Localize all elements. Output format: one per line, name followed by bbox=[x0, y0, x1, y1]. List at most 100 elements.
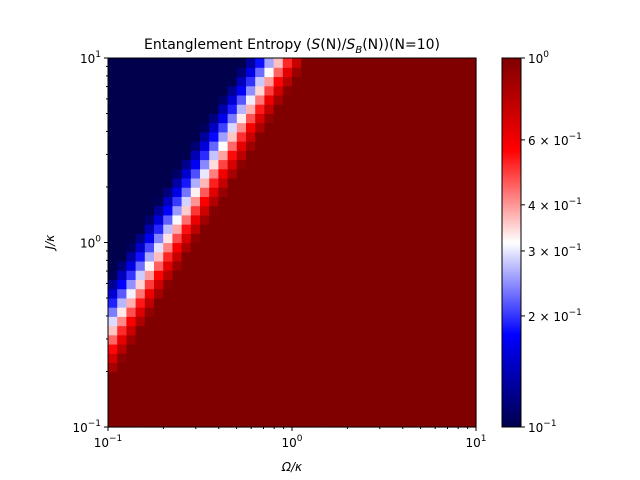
heatmap-cell bbox=[439, 362, 449, 373]
heatmap-cell bbox=[338, 334, 348, 345]
heatmap-cell bbox=[135, 408, 146, 419]
heatmap-cell bbox=[200, 113, 210, 124]
heatmap-cell bbox=[236, 122, 247, 133]
heatmap-cell bbox=[126, 325, 137, 336]
heatmap-cell bbox=[190, 242, 201, 253]
heatmap-cell bbox=[255, 343, 265, 354]
heatmap-cell bbox=[200, 177, 210, 188]
heatmap-cell bbox=[190, 224, 201, 234]
x-tick-label: 10−1 bbox=[94, 434, 123, 450]
heatmap-cell bbox=[163, 408, 173, 419]
heatmap-cell bbox=[255, 58, 265, 68]
heatmap-cell bbox=[190, 205, 201, 216]
heatmap-cell bbox=[282, 297, 293, 308]
heatmap-cell bbox=[246, 76, 256, 87]
heatmap-cell bbox=[402, 297, 413, 308]
heatmap-cell bbox=[255, 417, 265, 428]
heatmap-cell bbox=[117, 353, 127, 364]
heatmap-cell bbox=[246, 233, 256, 244]
heatmap-cell bbox=[200, 205, 210, 216]
heatmap-cell bbox=[402, 399, 413, 410]
heatmap-cell bbox=[200, 270, 210, 280]
heatmap-cell bbox=[163, 122, 173, 133]
heatmap-cell bbox=[108, 131, 118, 142]
heatmap-cell bbox=[126, 260, 137, 271]
heatmap-cell bbox=[319, 67, 330, 78]
heatmap-cell bbox=[301, 168, 311, 179]
heatmap-cell bbox=[126, 417, 137, 428]
heatmap-cell bbox=[108, 141, 118, 151]
heatmap-cell bbox=[411, 177, 422, 188]
heatmap-cell bbox=[126, 288, 137, 299]
heatmap-cell bbox=[439, 297, 449, 308]
heatmap-cell bbox=[135, 390, 146, 400]
heatmap-cell bbox=[246, 325, 256, 336]
heatmap-cell bbox=[430, 224, 440, 234]
heatmap-cell bbox=[126, 380, 137, 391]
heatmap-cell bbox=[209, 233, 219, 244]
heatmap-cell bbox=[328, 270, 339, 280]
heatmap-cell bbox=[393, 390, 403, 400]
heatmap-cell bbox=[190, 131, 201, 142]
heatmap-cell bbox=[384, 159, 394, 170]
heatmap-cell bbox=[163, 205, 173, 216]
heatmap-cell bbox=[411, 67, 422, 78]
heatmap-cell bbox=[310, 67, 321, 78]
heatmap-cell bbox=[172, 214, 183, 225]
heatmap-cell bbox=[356, 343, 367, 354]
heatmap-cell bbox=[108, 76, 118, 87]
colorbar-tick-label: 100 bbox=[528, 50, 549, 66]
heatmap-cell bbox=[328, 334, 339, 345]
heatmap-cell bbox=[356, 399, 367, 410]
heatmap-cell bbox=[338, 205, 348, 216]
heatmap-cell bbox=[190, 196, 201, 207]
heatmap-cell bbox=[301, 85, 311, 96]
heatmap-cell bbox=[292, 251, 302, 262]
heatmap-cell bbox=[319, 177, 330, 188]
heatmap-cell bbox=[411, 224, 422, 234]
heatmap-cell bbox=[319, 371, 330, 382]
heatmap-cell bbox=[273, 251, 284, 262]
heatmap-cell bbox=[365, 214, 376, 225]
heatmap-cell bbox=[292, 233, 302, 244]
heatmap-cell bbox=[301, 371, 311, 382]
heatmap-cell bbox=[365, 371, 376, 382]
heatmap-cell bbox=[310, 334, 321, 345]
heatmap-cell bbox=[273, 168, 284, 179]
heatmap-cell bbox=[172, 399, 183, 410]
heatmap-cell bbox=[181, 270, 192, 280]
heatmap-cell bbox=[319, 260, 330, 271]
heatmap-cell bbox=[181, 58, 192, 68]
heatmap-cell bbox=[227, 307, 238, 317]
heatmap-cell bbox=[246, 141, 256, 151]
heatmap-cell bbox=[319, 141, 330, 151]
heatmap-cell bbox=[181, 408, 192, 419]
heatmap-cell bbox=[292, 380, 302, 391]
heatmap-cell bbox=[292, 325, 302, 336]
heatmap-cell bbox=[319, 297, 330, 308]
heatmap-cell bbox=[310, 371, 321, 382]
heatmap-cell bbox=[328, 343, 339, 354]
heatmap-cell bbox=[430, 242, 440, 253]
heatmap-cell bbox=[338, 224, 348, 234]
heatmap-cell bbox=[328, 417, 339, 428]
heatmap-cell bbox=[420, 76, 431, 87]
heatmap-cell bbox=[126, 399, 137, 410]
heatmap-cell bbox=[448, 104, 459, 114]
heatmap-cell bbox=[301, 122, 311, 133]
heatmap-cell bbox=[126, 224, 137, 234]
heatmap-cell bbox=[374, 159, 385, 170]
heatmap-cell bbox=[135, 122, 146, 133]
heatmap-cell bbox=[218, 233, 229, 244]
heatmap-cell bbox=[292, 417, 302, 428]
heatmap-cell bbox=[117, 260, 127, 271]
heatmap-cell bbox=[246, 297, 256, 308]
heatmap-cell bbox=[135, 76, 146, 87]
heatmap-cell bbox=[117, 233, 127, 244]
heatmap-cell bbox=[393, 371, 403, 382]
heatmap-cell bbox=[402, 353, 413, 364]
heatmap-cell bbox=[255, 316, 265, 327]
heatmap-cell bbox=[200, 390, 210, 400]
heatmap-cell bbox=[310, 224, 321, 234]
heatmap-cell bbox=[282, 196, 293, 207]
